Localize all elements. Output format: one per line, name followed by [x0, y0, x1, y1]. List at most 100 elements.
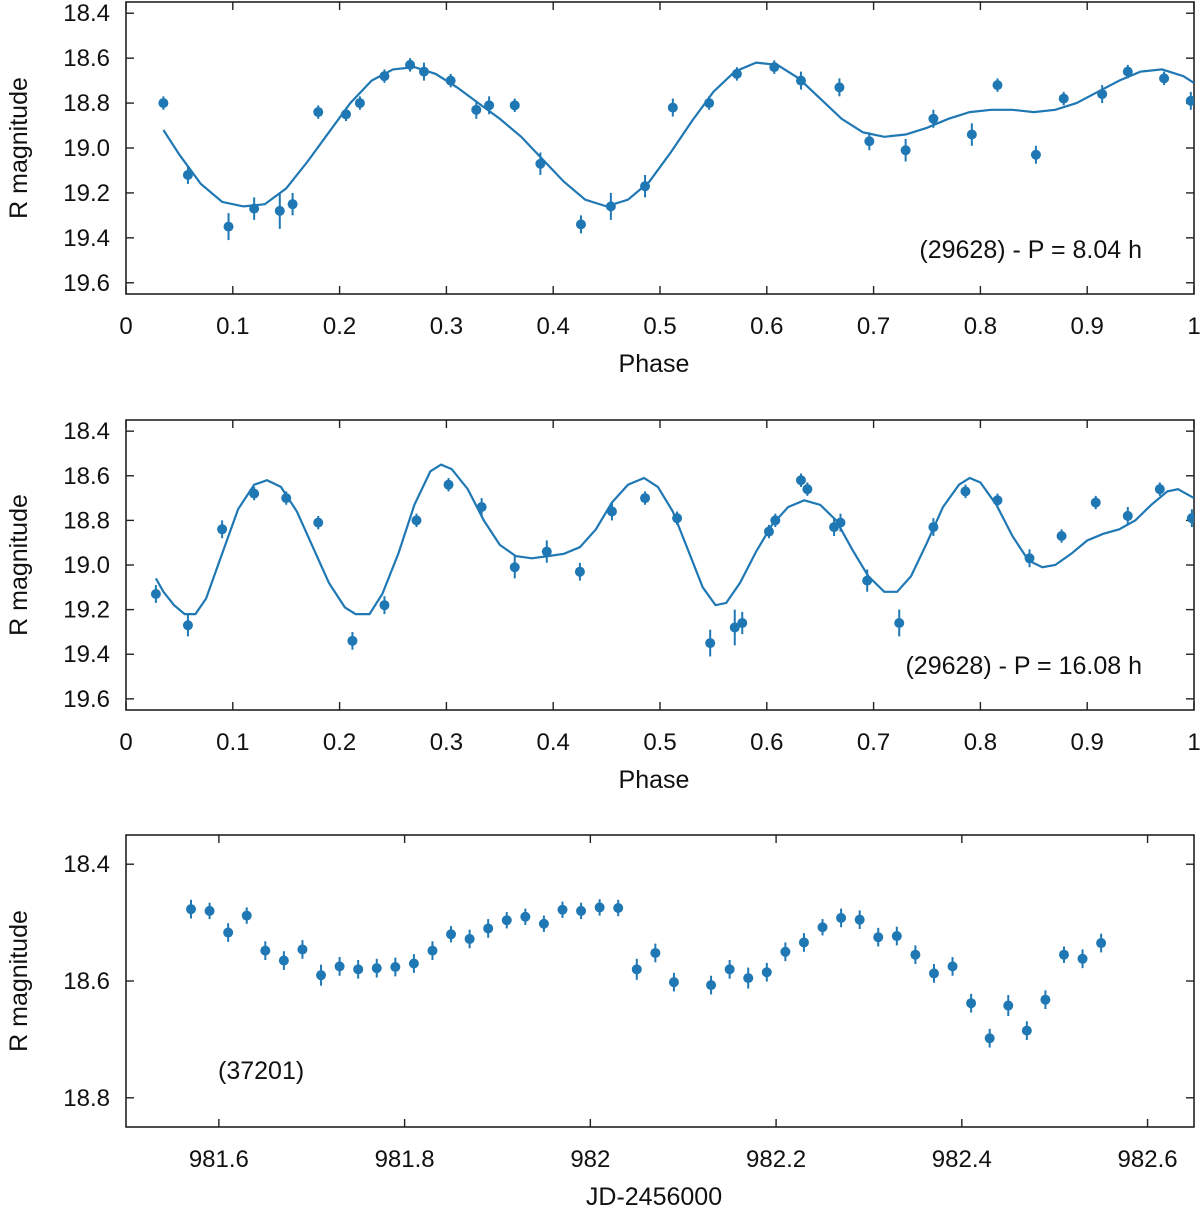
data-point: [541, 546, 552, 557]
chart-panel-1: 0 0.1 0.2 0.3 0.4 0.5 0.6 0.7 0.8 0.9 1 18.4 18.6 18.…: [5, 0, 1200, 378]
x-tick-label: 1: [1187, 729, 1200, 756]
data-point: [341, 109, 352, 120]
data-point: [894, 618, 905, 628]
data-point: [204, 905, 215, 916]
data-point: [418, 66, 429, 77]
data-point: [798, 937, 809, 948]
data-point: [960, 486, 971, 497]
data-point: [966, 998, 977, 1009]
data-point: [817, 922, 828, 933]
x-tick-label: 0.5: [643, 313, 676, 340]
data-point: [705, 638, 716, 649]
x-tick-label: 981.6: [189, 1146, 249, 1173]
data-point: [471, 104, 482, 115]
data-point: [672, 513, 683, 524]
data-point: [1096, 938, 1107, 949]
data-point: [862, 575, 873, 586]
data-point: [538, 918, 549, 929]
data-point: [483, 923, 494, 934]
x-tick-label: 981.8: [375, 1146, 435, 1173]
data-point: [1159, 73, 1170, 84]
x-tick-label: 1: [1187, 313, 1200, 340]
data-point: [835, 517, 846, 528]
data-point: [476, 502, 487, 512]
data-point: [557, 904, 568, 915]
data-point: [390, 961, 401, 972]
data-point: [1122, 510, 1133, 521]
y-tick-label: 19.0: [63, 135, 110, 162]
x-tick-label: 0: [119, 313, 132, 340]
x-tick-label: 0.2: [323, 313, 356, 340]
x-tick-label: 0.6: [750, 729, 783, 756]
data-point: [576, 905, 587, 916]
x-tick-label: 0.4: [537, 729, 570, 756]
x-axis-label: JD-2456000: [586, 1183, 722, 1211]
data-point: [405, 59, 416, 70]
data-point: [1056, 531, 1067, 541]
data-point: [640, 493, 651, 504]
y-tick-label: 19.0: [63, 552, 110, 579]
data-series: [186, 899, 1107, 1048]
y-tick-label: 18.6: [63, 45, 110, 72]
data-point: [613, 903, 624, 913]
data-point: [668, 977, 679, 988]
x-tick-label: 0.7: [857, 313, 890, 340]
data-point: [606, 506, 617, 517]
y-tick-label: 19.6: [63, 686, 110, 713]
y-tick-label: 19.6: [63, 270, 110, 297]
data-point: [379, 71, 390, 82]
data-point: [1186, 513, 1194, 524]
data-point: [1003, 1000, 1014, 1011]
data-point: [763, 526, 774, 537]
x-tick-label: 982.6: [1118, 1146, 1178, 1173]
chart-panel-2: 0 0.1 0.2 0.3 0.4 0.5 0.6 0.7 0.8 0.9 1 18.4 18.6 18.…: [5, 418, 1200, 794]
data-point: [780, 946, 791, 957]
data-point: [770, 515, 781, 526]
data-series: [158, 58, 1194, 241]
fit-curve: [154, 463, 1194, 616]
data-point: [1058, 93, 1069, 104]
data-point: [1040, 994, 1051, 1005]
data-point: [834, 82, 845, 93]
x-tick-label: 982: [570, 1146, 610, 1173]
object-label: (37201): [218, 1057, 304, 1085]
data-point: [520, 911, 531, 922]
x-tick-label: 0.3: [430, 313, 463, 340]
data-point: [1021, 1025, 1032, 1036]
x-tick-label: 0: [119, 729, 132, 756]
data-point: [795, 75, 806, 86]
data-point: [605, 201, 616, 212]
data-point: [1154, 484, 1165, 495]
y-tick-label: 18.6: [63, 968, 110, 995]
data-point: [371, 963, 382, 974]
data-point: [278, 955, 289, 966]
data-point: [260, 945, 271, 956]
data-point: [297, 944, 308, 955]
data-point: [223, 221, 234, 232]
data-point: [1030, 149, 1041, 160]
x-tick-label: 0.7: [857, 729, 890, 756]
data-point: [408, 958, 419, 969]
data-point: [241, 910, 252, 921]
x-tick-label: 0.2: [323, 729, 356, 756]
y-tick-label: 18.4: [63, 851, 110, 878]
data-point: [992, 495, 1003, 506]
data-point: [354, 98, 365, 109]
y-tick-label: 18.6: [63, 463, 110, 490]
y-tick-label: 19.2: [63, 597, 110, 624]
data-point: [411, 515, 422, 526]
x-tick-label: 982.4: [932, 1146, 992, 1173]
data-point: [347, 635, 358, 646]
x-tick-label: 0.5: [643, 729, 676, 756]
fit-curve: [162, 61, 1194, 208]
data-point: [731, 68, 742, 79]
y-tick-label: 19.4: [63, 641, 110, 668]
data-point: [873, 932, 884, 943]
y-axis-label: R magnitude: [5, 494, 33, 636]
data-point: [650, 947, 661, 958]
data-point: [743, 973, 754, 984]
data-point: [761, 967, 772, 978]
data-point: [947, 961, 958, 972]
x-tick-label: 0.1: [216, 313, 249, 340]
y-tick-label: 18.8: [63, 90, 110, 117]
